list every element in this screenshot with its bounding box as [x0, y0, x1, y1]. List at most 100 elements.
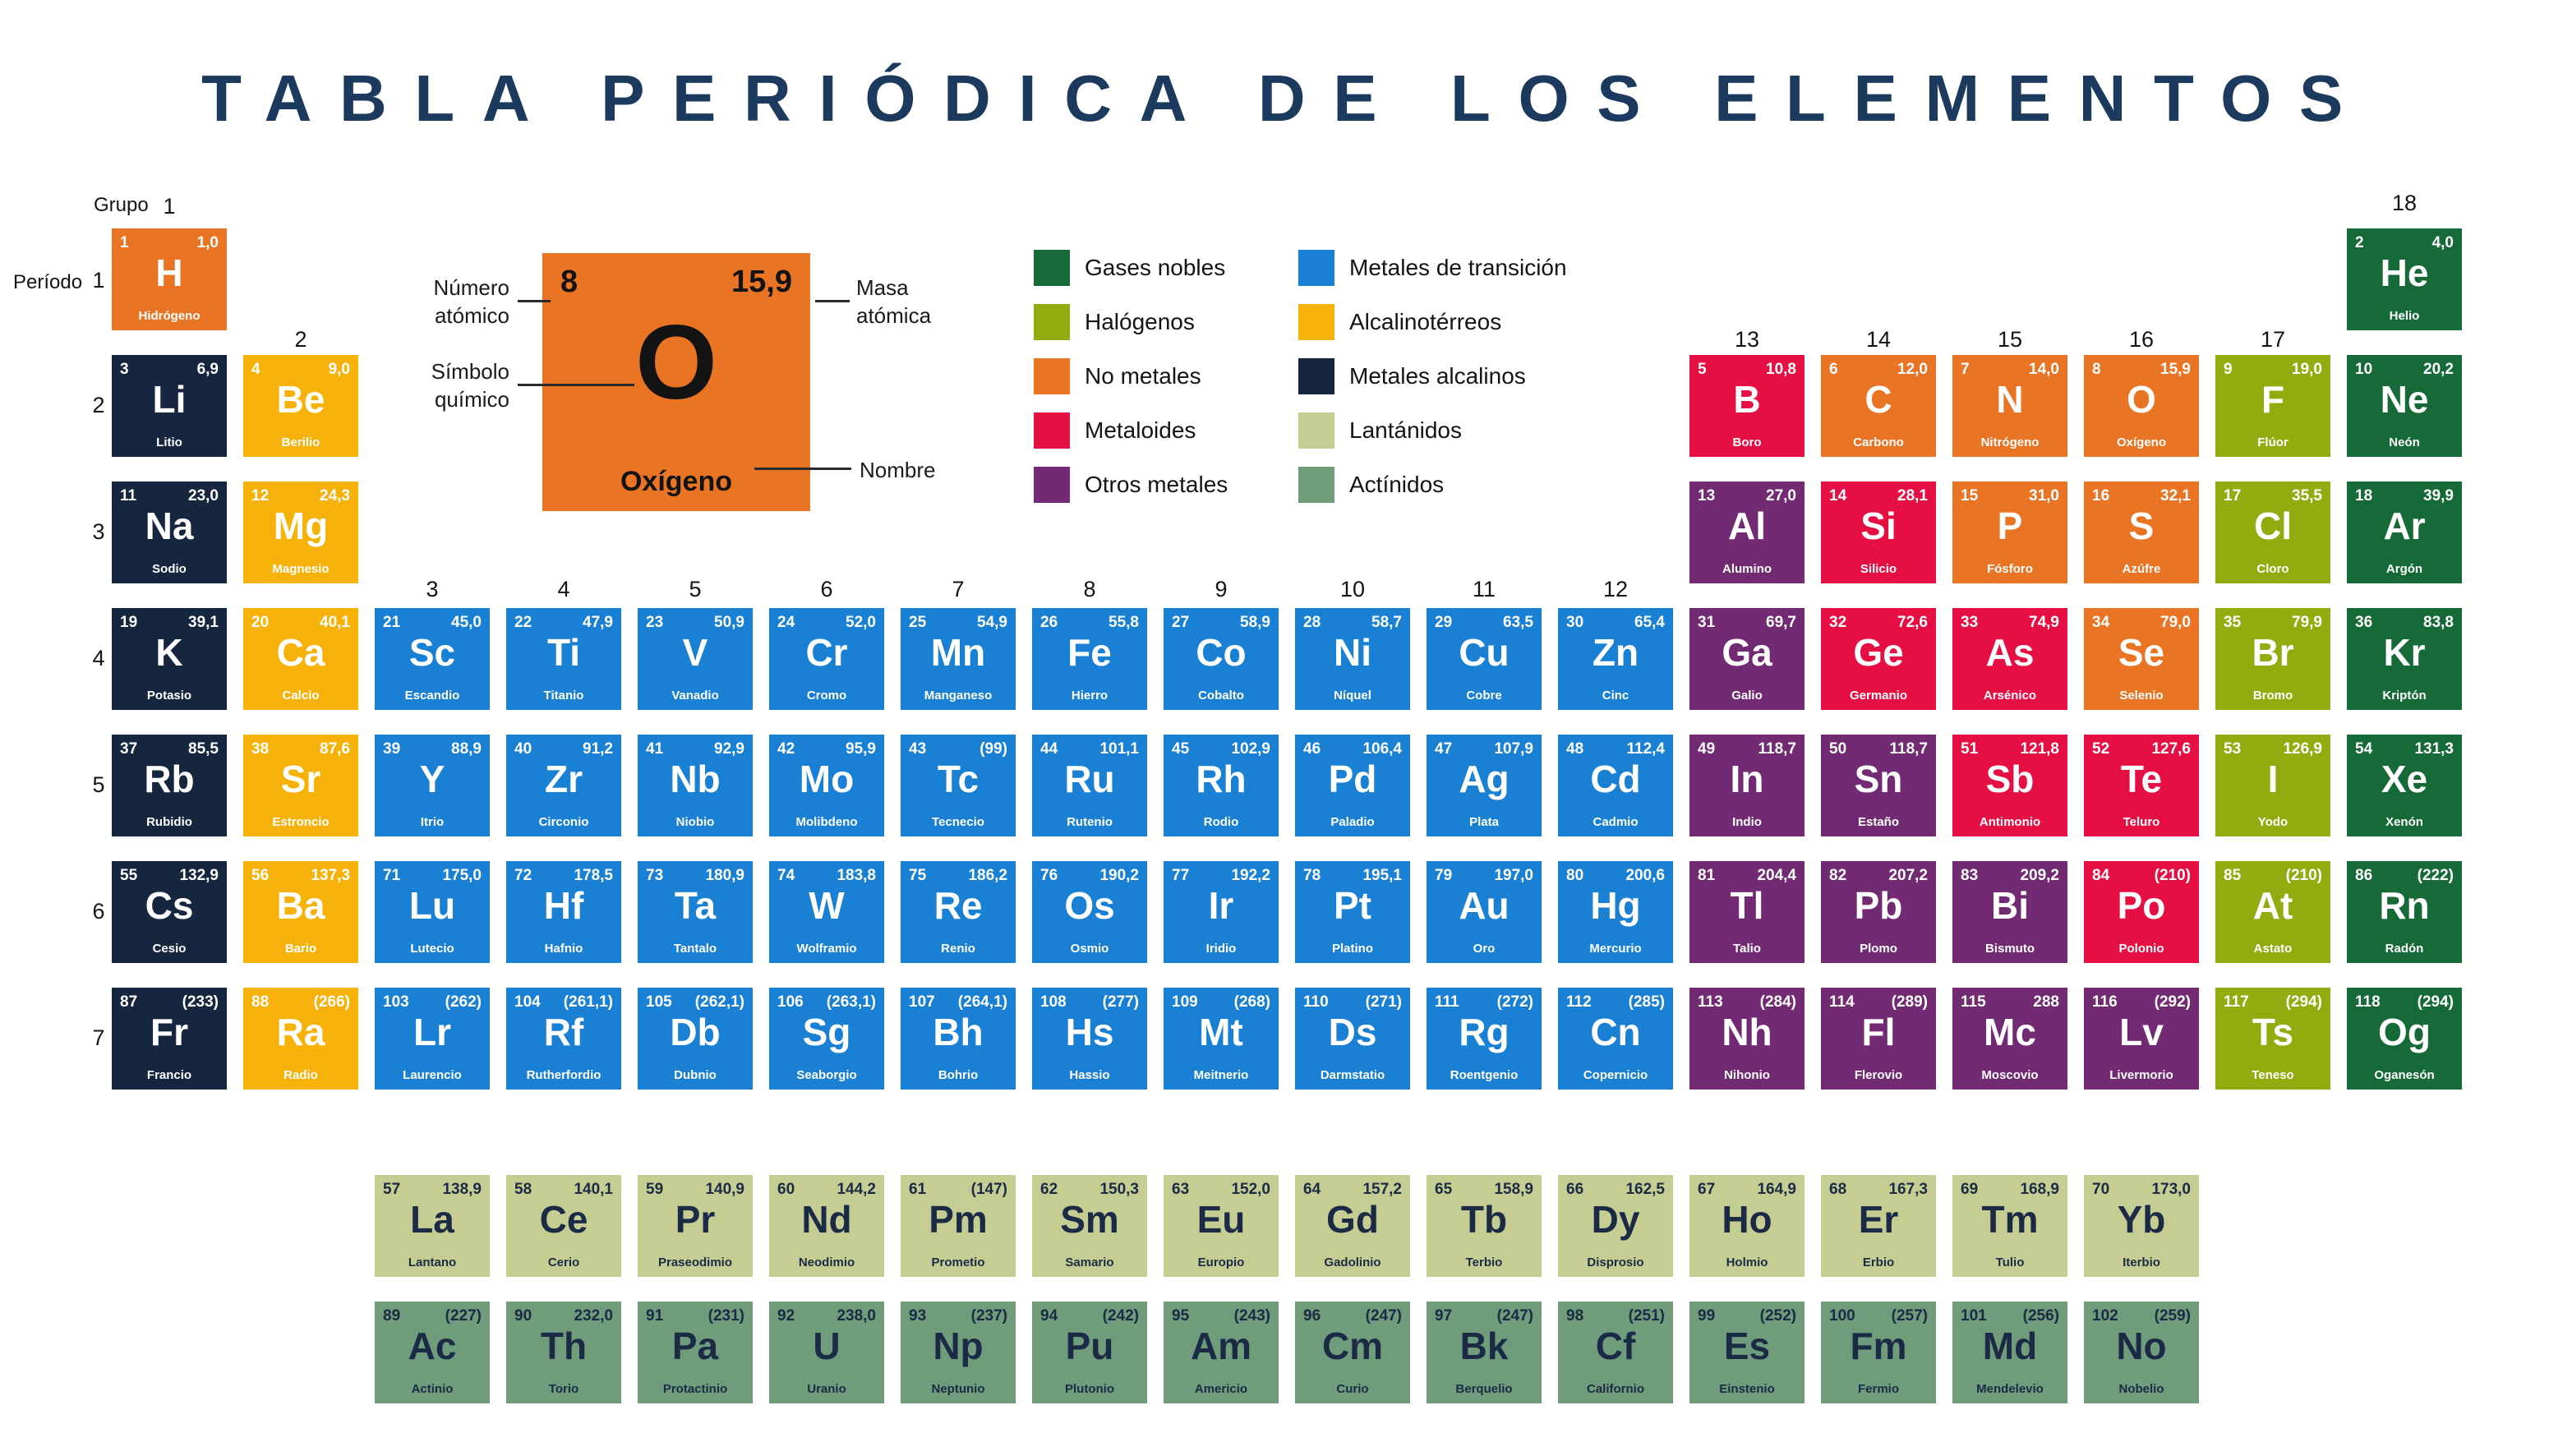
- element-cell[interactable]: 2 4,0 He Helio: [2347, 228, 2462, 330]
- element-cell[interactable]: 74 183,8 W Wolframio: [769, 861, 884, 963]
- element-cell[interactable]: 1 1,0 H Hidrógeno: [112, 228, 227, 330]
- element-cell[interactable]: 9 19,0 F Flúor: [2215, 355, 2330, 457]
- element-cell[interactable]: 103 (262) Lr Laurencio: [375, 988, 490, 1090]
- element-cell[interactable]: 90 232,0 Th Torio: [506, 1302, 621, 1403]
- element-cell[interactable]: 50 118,7 Sn Estaño: [1821, 735, 1936, 836]
- element-cell[interactable]: 31 69,7 Ga Galio: [1689, 608, 1805, 710]
- element-cell[interactable]: 33 74,9 As Arsénico: [1952, 608, 2067, 710]
- element-cell[interactable]: 27 58,9 Co Cobalto: [1164, 608, 1279, 710]
- element-cell[interactable]: 113 (284) Nh Nihonio: [1689, 988, 1805, 1090]
- element-cell[interactable]: 84 (210) Po Polonio: [2084, 861, 2199, 963]
- element-cell[interactable]: 96 (247) Cm Curio: [1295, 1302, 1410, 1403]
- element-cell[interactable]: 52 127,6 Te Teluro: [2084, 735, 2199, 836]
- element-cell[interactable]: 80 200,6 Hg Mercurio: [1558, 861, 1673, 963]
- element-cell[interactable]: 26 55,8 Fe Hierro: [1032, 608, 1147, 710]
- element-cell[interactable]: 11 23,0 Na Sodio: [112, 481, 227, 583]
- element-cell[interactable]: 5 10,8 B Boro: [1689, 355, 1805, 457]
- element-cell[interactable]: 108 (277) Hs Hassio: [1032, 988, 1147, 1090]
- element-cell[interactable]: 19 39,1 K Potasio: [112, 608, 227, 710]
- element-cell[interactable]: 109 (268) Mt Meitnerio: [1164, 988, 1279, 1090]
- element-cell[interactable]: 45 102,9 Rh Rodio: [1164, 735, 1279, 836]
- element-cell[interactable]: 82 207,2 Pb Plomo: [1821, 861, 1936, 963]
- element-cell[interactable]: 107 (264,1) Bh Bohrio: [901, 988, 1016, 1090]
- element-cell[interactable]: 40 91,2 Zr Circonio: [506, 735, 621, 836]
- element-cell[interactable]: 21 45,0 Sc Escandio: [375, 608, 490, 710]
- element-cell[interactable]: 112 (285) Cn Copernicio: [1558, 988, 1673, 1090]
- element-cell[interactable]: 30 65,4 Zn Cinc: [1558, 608, 1673, 710]
- element-cell[interactable]: 49 118,7 In Indio: [1689, 735, 1805, 836]
- element-cell[interactable]: 23 50,9 V Vanadio: [638, 608, 753, 710]
- element-cell[interactable]: 59 140,9 Pr Praseodimio: [638, 1175, 753, 1277]
- element-cell[interactable]: 24 52,0 Cr Cromo: [769, 608, 884, 710]
- element-cell[interactable]: 115 288 Mc Moscovio: [1952, 988, 2067, 1090]
- element-cell[interactable]: 8 15,9 O Oxígeno: [2084, 355, 2199, 457]
- element-cell[interactable]: 114 (289) Fl Flerovio: [1821, 988, 1936, 1090]
- element-cell[interactable]: 6 12,0 C Carbono: [1821, 355, 1936, 457]
- element-cell[interactable]: 72 178,5 Hf Hafnio: [506, 861, 621, 963]
- element-cell[interactable]: 78 195,1 Pt Platino: [1295, 861, 1410, 963]
- element-cell[interactable]: 39 88,9 Y Itrio: [375, 735, 490, 836]
- element-cell[interactable]: 64 157,2 Gd Gadolinio: [1295, 1175, 1410, 1277]
- element-cell[interactable]: 13 27,0 Al Alumino: [1689, 481, 1805, 583]
- element-cell[interactable]: 77 192,2 Ir Iridio: [1164, 861, 1279, 963]
- element-cell[interactable]: 42 95,9 Mo Molibdeno: [769, 735, 884, 836]
- element-cell[interactable]: 32 72,6 Ge Germanio: [1821, 608, 1936, 710]
- element-cell[interactable]: 76 190,2 Os Osmio: [1032, 861, 1147, 963]
- element-cell[interactable]: 38 87,6 Sr Estroncio: [243, 735, 358, 836]
- element-cell[interactable]: 65 158,9 Tb Terbio: [1427, 1175, 1542, 1277]
- element-cell[interactable]: 116 (292) Lv Livermorio: [2084, 988, 2199, 1090]
- element-cell[interactable]: 117 (294) Ts Teneso: [2215, 988, 2330, 1090]
- element-cell[interactable]: 47 107,9 Ag Plata: [1427, 735, 1542, 836]
- element-cell[interactable]: 66 162,5 Dy Disprosio: [1558, 1175, 1673, 1277]
- element-cell[interactable]: 97 (247) Bk Berquelio: [1427, 1302, 1542, 1403]
- element-cell[interactable]: 55 132,9 Cs Cesio: [112, 861, 227, 963]
- element-cell[interactable]: 91 (231) Pa Protactinio: [638, 1302, 753, 1403]
- element-cell[interactable]: 81 204,4 Tl Talio: [1689, 861, 1805, 963]
- element-cell[interactable]: 14 28,1 Si Silicio: [1821, 481, 1936, 583]
- element-cell[interactable]: 48 112,4 Cd Cadmio: [1558, 735, 1673, 836]
- element-cell[interactable]: 41 92,9 Nb Niobio: [638, 735, 753, 836]
- element-cell[interactable]: 104 (261,1) Rf Rutherfordio: [506, 988, 621, 1090]
- element-cell[interactable]: 58 140,1 Ce Cerio: [506, 1175, 621, 1277]
- element-cell[interactable]: 17 35,5 Cl Cloro: [2215, 481, 2330, 583]
- element-cell[interactable]: 75 186,2 Re Renio: [901, 861, 1016, 963]
- element-cell[interactable]: 34 79,0 Se Selenio: [2084, 608, 2199, 710]
- element-cell[interactable]: 7 14,0 N Nitrógeno: [1952, 355, 2067, 457]
- element-cell[interactable]: 61 (147) Pm Prometio: [901, 1175, 1016, 1277]
- element-cell[interactable]: 29 63,5 Cu Cobre: [1427, 608, 1542, 710]
- element-cell[interactable]: 100 (257) Fm Fermio: [1821, 1302, 1936, 1403]
- element-cell[interactable]: 54 131,3 Xe Xenón: [2347, 735, 2462, 836]
- element-cell[interactable]: 92 238,0 U Uranio: [769, 1302, 884, 1403]
- element-cell[interactable]: 95 (243) Am Americio: [1164, 1302, 1279, 1403]
- element-cell[interactable]: 111 (272) Rg Roentgenio: [1427, 988, 1542, 1090]
- element-cell[interactable]: 15 31,0 P Fósforo: [1952, 481, 2067, 583]
- element-cell[interactable]: 99 (252) Es Einstenio: [1689, 1302, 1805, 1403]
- element-cell[interactable]: 94 (242) Pu Plutonio: [1032, 1302, 1147, 1403]
- element-cell[interactable]: 3 6,9 Li Litio: [112, 355, 227, 457]
- element-cell[interactable]: 53 126,9 I Yodo: [2215, 735, 2330, 836]
- element-cell[interactable]: 10 20,2 Ne Neón: [2347, 355, 2462, 457]
- element-cell[interactable]: 87 (233) Fr Francio: [112, 988, 227, 1090]
- element-cell[interactable]: 70 173,0 Yb Iterbio: [2084, 1175, 2199, 1277]
- element-cell[interactable]: 79 197,0 Au Oro: [1427, 861, 1542, 963]
- element-cell[interactable]: 83 209,2 Bi Bismuto: [1952, 861, 2067, 963]
- element-cell[interactable]: 51 121,8 Sb Antimonio: [1952, 735, 2067, 836]
- element-cell[interactable]: 88 (266) Ra Radio: [243, 988, 358, 1090]
- element-cell[interactable]: 56 137,3 Ba Bario: [243, 861, 358, 963]
- element-cell[interactable]: 60 144,2 Nd Neodimio: [769, 1175, 884, 1277]
- element-cell[interactable]: 62 150,3 Sm Samario: [1032, 1175, 1147, 1277]
- element-cell[interactable]: 63 152,0 Eu Europio: [1164, 1175, 1279, 1277]
- element-cell[interactable]: 105 (262,1) Db Dubnio: [638, 988, 753, 1090]
- element-cell[interactable]: 46 106,4 Pd Paladio: [1295, 735, 1410, 836]
- element-cell[interactable]: 93 (237) Np Neptunio: [901, 1302, 1016, 1403]
- element-cell[interactable]: 73 180,9 Ta Tantalo: [638, 861, 753, 963]
- element-cell[interactable]: 28 58,7 Ni Níquel: [1295, 608, 1410, 710]
- element-cell[interactable]: 85 (210) At Astato: [2215, 861, 2330, 963]
- element-cell[interactable]: 22 47,9 Ti Titanio: [506, 608, 621, 710]
- element-cell[interactable]: 69 168,9 Tm Tulio: [1952, 1175, 2067, 1277]
- element-cell[interactable]: 18 39,9 Ar Argón: [2347, 481, 2462, 583]
- element-cell[interactable]: 57 138,9 La Lantano: [375, 1175, 490, 1277]
- element-cell[interactable]: 35 79,9 Br Bromo: [2215, 608, 2330, 710]
- element-cell[interactable]: 12 24,3 Mg Magnesio: [243, 481, 358, 583]
- element-cell[interactable]: 37 85,5 Rb Rubidio: [112, 735, 227, 836]
